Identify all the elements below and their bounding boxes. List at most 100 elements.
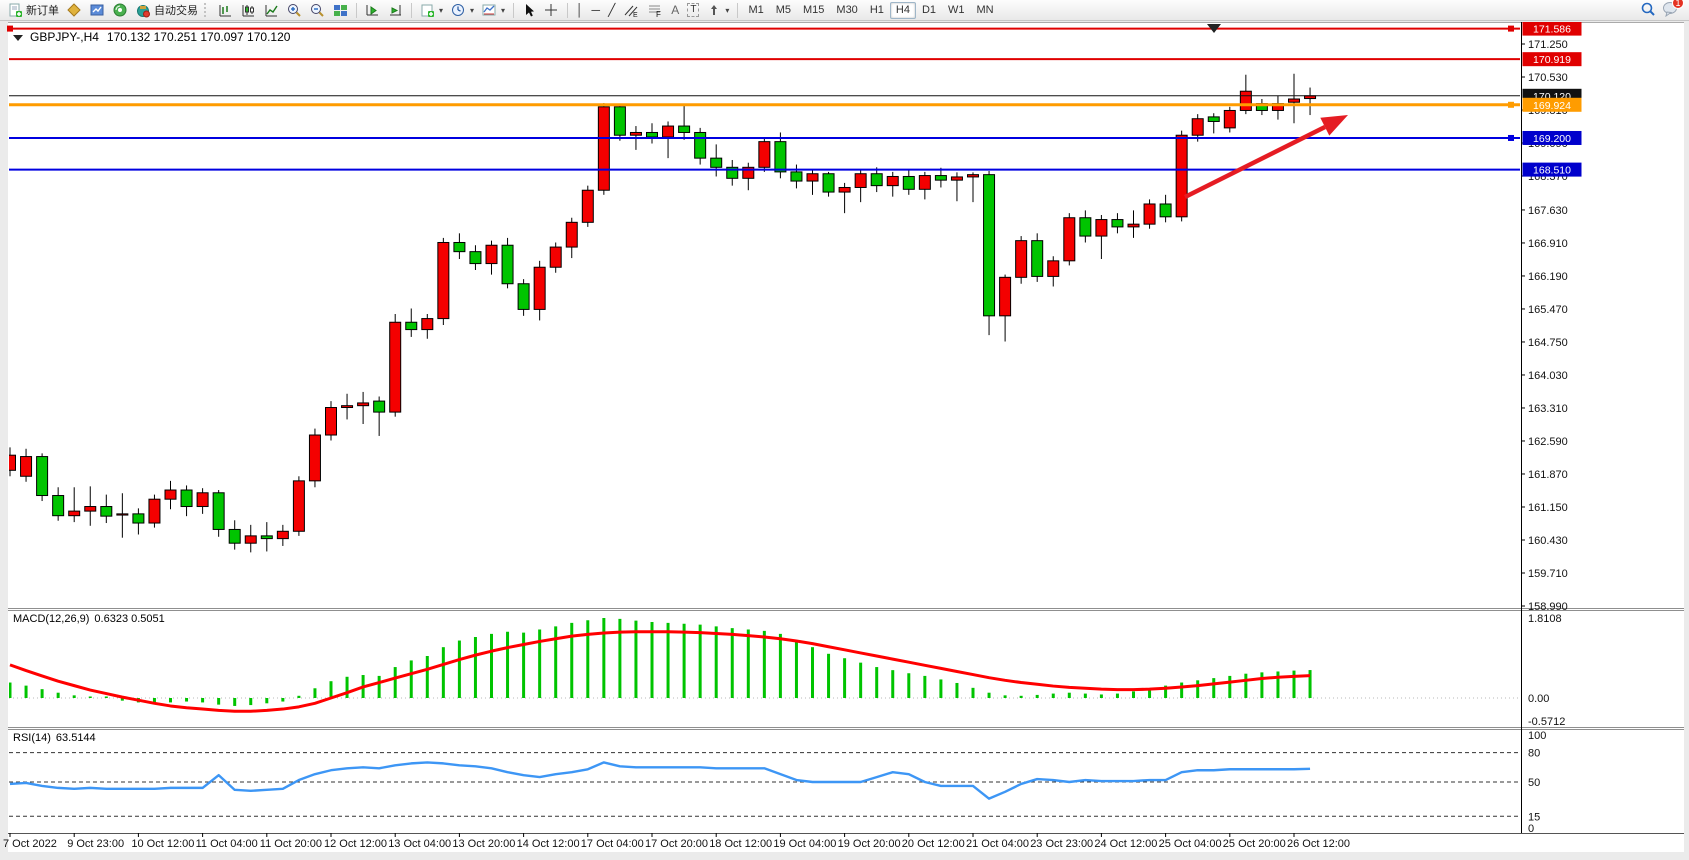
timeframe-h4[interactable]: H4: [889, 1, 916, 19]
channel-icon: E: [624, 5, 638, 18]
chart-shift-marker[interactable]: [1207, 24, 1221, 33]
text-button[interactable]: A: [667, 1, 683, 19]
zoom-out-button[interactable]: [306, 1, 329, 19]
chart-title-group: GBPJPY-,H4 170.132 170.251 170.097 170.12…: [13, 30, 291, 44]
svg-text:13 Oct 04:00: 13 Oct 04:00: [388, 838, 451, 850]
timeframe-m30[interactable]: M30: [836, 4, 858, 16]
toolbar-separator: [567, 2, 569, 18]
candle: [822, 173, 835, 193]
channel-button[interactable]: E: [619, 1, 643, 19]
line-chart-button[interactable]: [260, 1, 283, 19]
candle: [68, 510, 81, 517]
text-label-button[interactable]: T: [683, 1, 703, 19]
new-order-button[interactable]: 新订单: [4, 1, 63, 19]
chart-title: GBPJPY-,H4 170.132 170.251 170.097 170.12…: [30, 30, 291, 44]
svg-text:160.430: 160.430: [1528, 535, 1568, 547]
candlestick-chart-button[interactable]: [237, 1, 260, 19]
candle: [485, 244, 498, 265]
svg-text:17 Oct 20:00: 17 Oct 20:00: [645, 838, 708, 850]
line-handle[interactable]: [7, 25, 13, 32]
candle: [710, 157, 723, 168]
autotrade-label: 自动交易: [154, 5, 198, 17]
timeframe-m1[interactable]: M1: [748, 4, 764, 16]
svg-text:21 Oct 04:00: 21 Oct 04:00: [966, 838, 1029, 850]
trend-arrow[interactable]: [1183, 115, 1348, 200]
candle: [790, 171, 803, 182]
candle: [629, 131, 642, 136]
candle: [549, 246, 562, 268]
indicators-button[interactable]: [63, 1, 86, 19]
zoom-in-button[interactable]: [283, 1, 306, 19]
svg-text:165.470: 165.470: [1528, 304, 1568, 316]
window-left-border: [0, 22, 8, 860]
timeframe-d1[interactable]: D1: [921, 4, 936, 16]
candle: [1223, 109, 1236, 129]
horizontal-line-icon: ─: [591, 3, 601, 17]
timeframe-mn[interactable]: MN: [976, 4, 994, 16]
candle: [983, 174, 996, 317]
svg-text:18 Oct 12:00: 18 Oct 12:00: [709, 838, 772, 850]
candle: [453, 241, 466, 253]
periods-clock-button[interactable]: ▾: [447, 1, 478, 19]
line-handle[interactable]: [1508, 25, 1514, 32]
chevron-down-icon: ▾: [439, 5, 444, 15]
candle: [276, 530, 289, 540]
templates-button[interactable]: ▾: [478, 1, 509, 19]
svg-text:24 Oct 12:00: 24 Oct 12:00: [1094, 838, 1157, 850]
toolbar-grip: [204, 3, 210, 17]
svg-text:9 Oct 23:00: 9 Oct 23:00: [67, 838, 124, 850]
candle: [1079, 217, 1092, 237]
svg-text:161.870: 161.870: [1528, 469, 1568, 481]
svg-text:19 Oct 20:00: 19 Oct 20:00: [838, 838, 901, 850]
auto-scroll-icon: [366, 4, 378, 15]
charts-window-button[interactable]: [86, 1, 109, 19]
signals-icon: [113, 3, 127, 16]
candle: [967, 174, 979, 178]
rsi-label: RSI(14) 63.5144: [13, 732, 96, 744]
notifications-button[interactable]: 1: [1662, 0, 1684, 20]
symbol-dropdown-icon[interactable]: [13, 35, 23, 41]
chart-shift-button[interactable]: [384, 1, 407, 19]
horizontal-lines: 171.586170.919170.120169.924169.200168.5…: [7, 22, 1582, 177]
line-handle[interactable]: [1508, 134, 1514, 141]
trendline-button[interactable]: ╱: [604, 1, 619, 19]
candle: [597, 106, 610, 191]
autotrade-button[interactable]: 自动交易: [132, 1, 202, 19]
tile-windows-icon: [334, 4, 347, 16]
arrows-tool-button[interactable]: ▾: [703, 1, 733, 19]
vertical-line-button[interactable]: │: [572, 1, 588, 19]
templates-icon: [482, 4, 496, 15]
timeframe-w1[interactable]: W1: [948, 4, 965, 16]
signals-button[interactable]: [109, 1, 132, 19]
svg-text:170.530: 170.530: [1528, 72, 1568, 84]
candle: [742, 166, 755, 179]
cursor-button[interactable]: [518, 1, 540, 19]
new-chart-button[interactable]: ▾: [416, 1, 447, 19]
crosshair-button[interactable]: [540, 1, 563, 19]
candle: [678, 125, 691, 133]
timeframe-m5[interactable]: M5: [775, 4, 791, 16]
candle: [100, 506, 113, 517]
window-right-border: [1684, 22, 1689, 860]
candle: [694, 131, 707, 159]
fibonacci-button[interactable]: F: [643, 1, 667, 19]
candle: [1191, 118, 1204, 136]
candle: [1015, 240, 1028, 278]
candle: [389, 321, 402, 413]
bar-chart-button[interactable]: [214, 1, 237, 19]
cursor-icon: [526, 3, 535, 16]
svg-text:25 Oct 20:00: 25 Oct 20:00: [1223, 838, 1286, 850]
line-handle[interactable]: [1508, 101, 1514, 108]
timeframe-h1[interactable]: H1: [869, 4, 884, 16]
candle: [517, 283, 530, 310]
auto-scroll-button[interactable]: [361, 1, 384, 19]
horizontal-line-button[interactable]: ─: [588, 1, 605, 19]
tile-windows-button[interactable]: [329, 1, 352, 19]
price-badge: [1522, 130, 1582, 145]
search-button[interactable]: [1640, 1, 1656, 20]
candle: [902, 175, 915, 190]
candle: [886, 175, 899, 187]
candle: [260, 535, 273, 540]
timeframe-m15[interactable]: M15: [803, 4, 825, 16]
candle: [228, 528, 241, 544]
